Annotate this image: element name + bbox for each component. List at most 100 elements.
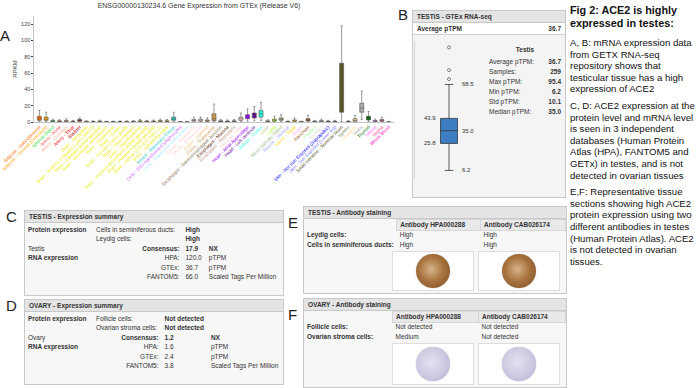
svg-text:Fallopian Tube: Fallopian Tube <box>218 124 243 149</box>
svg-text:Brain - Hippocampus: Brain - Hippocampus <box>102 124 136 158</box>
html-text:B: B <box>398 6 408 23</box>
html-text:Follicle cells:: Follicle cells: <box>96 314 133 322</box>
svg-text:Cells - Transformed fibroblast: Cells - Transformed fibroblasts <box>142 124 190 172</box>
svg-text:Minor Salivary Gland: Minor Salivary Gland <box>250 124 284 158</box>
svg-text:60: 60 <box>24 70 30 76</box>
svg-text:Skin - Not Sun Exposed (Suprap: Skin - Not Sun Exposed (Suprapubic) <box>273 124 331 182</box>
svg-text:Bladder: Bladder <box>67 124 82 139</box>
html-text:F: F <box>288 306 298 323</box>
svg-text:Lung: Lung <box>266 124 277 135</box>
svg-text:Heart - Left Ventricle: Heart - Left Ventricle <box>223 124 256 157</box>
svg-text:Brain - Caudate (basal ganglia: Brain - Caudate (basal ganglia) <box>54 124 103 173</box>
html-text:pTPM: pTPM <box>208 263 227 271</box>
svg-text:120: 120 <box>21 21 30 27</box>
html-text:D: D <box>6 297 17 314</box>
svg-text:40: 40 <box>24 86 30 92</box>
svg-text:Adipose - Subcutaneous: Adipose - Subcutaneous <box>3 124 42 163</box>
svg-text:100: 100 <box>21 37 30 43</box>
svg-text:Pancreas: Pancreas <box>293 124 311 142</box>
svg-text:Cervix - Ectocervix: Cervix - Ectocervix <box>166 124 197 155</box>
svg-text:Small Intestine - Terminal Ile: Small Intestine - Terminal Ileum <box>295 124 344 173</box>
svg-text:Esophagus - Gastroesophageal J: Esophagus - Gastroesophageal Junction <box>161 124 224 187</box>
svg-text:Artery - Tibial: Artery - Tibial <box>53 125 76 148</box>
html-text:Leydig cells:: Leydig cells: <box>307 230 347 238</box>
svg-text:Stomach: Stomach <box>341 124 358 141</box>
svg-text:0: 0 <box>27 119 30 125</box>
svg-text:Breast - Mammary Tissue: Breast - Mammary Tissue <box>135 124 176 165</box>
svg-text:A: A <box>0 27 10 44</box>
html-text:E: E <box>288 214 298 231</box>
svg-text:Thyroid: Thyroid <box>356 124 371 139</box>
svg-text:Prostate: Prostate <box>308 124 324 140</box>
svg-text:Spleen: Spleen <box>337 124 351 138</box>
html-text:Not detected: Not detected <box>164 314 204 322</box>
html-text:17.9: 17.9 <box>185 244 199 252</box>
html-text:Testis: Testis <box>28 244 45 252</box>
html-text:C: C <box>6 208 17 225</box>
html-text:36.7: 36.7 <box>185 263 199 271</box>
html-text:Consensus:: Consensus: <box>142 244 180 252</box>
svg-text:Ovary: Ovary <box>291 124 304 137</box>
html-text:E,F: Representative tissue sec: E,F: Representative tissue sections show… <box>570 186 694 267</box>
svg-text:Adipose - Visceral (Omentum): Adipose - Visceral (Omentum) <box>1 124 48 171</box>
html-text:NX: NX <box>210 333 220 341</box>
html-text:High: High <box>185 225 200 233</box>
svg-text:Brain - Spinal cord (cervical: Brain - Spinal cord (cervical c-1) <box>113 124 163 174</box>
svg-text:Liver: Liver <box>259 124 270 135</box>
html-text:Protein expression: Protein expression <box>28 225 87 233</box>
svg-text:Nerve - Tibial: Nerve - Tibial <box>274 125 297 148</box>
svg-text:6.2: 6.2 <box>462 167 471 173</box>
svg-text:Brain - Amygdala: Brain - Amygdala <box>60 124 89 153</box>
svg-text:Vagina: Vagina <box>371 124 385 138</box>
html-text:NX: NX <box>208 244 218 252</box>
svg-text:Brain - Substantia nigra: Brain - Substantia nigra <box>132 124 170 162</box>
svg-text:Brain - Cortex: Brain - Cortex <box>99 124 123 148</box>
svg-text:Cervix - Endocervix: Cervix - Endocervix <box>171 124 203 156</box>
html-text:C, D: ACE2 expression at the p: C, D: ACE2 expression at the protein lev… <box>570 100 695 181</box>
html-text:Cells in seminiferous ducts:: Cells in seminiferous ducts: <box>96 225 176 233</box>
html-text:Ovary: Ovary <box>28 333 46 341</box>
svg-text:Brain - Frontal Cortex (BA9): Brain - Frontal Cortex (BA9) <box>85 124 129 168</box>
svg-text:Uterus: Uterus <box>364 124 378 138</box>
svg-text:Brain - Cerebellum: Brain - Cerebellum <box>85 124 116 155</box>
html-text:2.4: 2.4 <box>164 352 174 360</box>
svg-text:Adrenal Gland: Adrenal Gland <box>31 124 56 149</box>
svg-text:Pituitary: Pituitary <box>302 124 318 140</box>
svg-text:Esophagus - Muscularis: Esophagus - Muscularis <box>198 124 237 163</box>
svg-text:Kidney - Cortex: Kidney - Cortex <box>237 124 263 150</box>
svg-text:Cells - EBV-transformed lympho: Cells - EBV-transformed lymphocytes <box>125 124 183 182</box>
svg-text:Heart - Atrial Appendage: Heart - Atrial Appendage <box>211 124 250 163</box>
svg-text:RPKM: RPKM <box>12 60 18 77</box>
html-text:Antibody CAB026174: Antibody CAB026174 <box>484 220 550 228</box>
svg-text:Brain - Cerebellar Hemisphere: Brain - Cerebellar Hemisphere <box>61 124 109 172</box>
svg-text:25.8: 25.8 <box>424 140 436 146</box>
svg-text:Esophagus - Mucosa: Esophagus - Mucosa <box>196 124 230 158</box>
html-text:GTEx:: GTEx: <box>161 263 180 271</box>
svg-text:Colon - Transverse: Colon - Transverse <box>185 124 216 155</box>
svg-text:Muscle - Skeletal: Muscle - Skeletal <box>262 125 290 153</box>
svg-text:ENSG00000130234.6 Gene Express: ENSG00000130234.6 Gene Expression from G… <box>98 2 301 10</box>
svg-text:Testis: Testis <box>352 124 364 136</box>
html-text:GTEx:: GTEx: <box>140 352 159 360</box>
svg-text:43.9: 43.9 <box>424 115 436 121</box>
svg-text:Brain - Hypothalamus: Brain - Hypothalamus <box>108 124 143 159</box>
html-text:Protein expression: Protein expression <box>28 314 87 322</box>
html-text:Consensus:: Consensus: <box>121 333 159 341</box>
html-text:1.2: 1.2 <box>164 333 174 341</box>
svg-text:Brain - Nucleus accumbens (bas: Brain - Nucleus accumbens (basal ganglia… <box>84 124 150 190</box>
svg-text:80: 80 <box>24 54 30 60</box>
svg-text:Brain - Putamen (basal ganglia: Brain - Putamen (basal ganglia) <box>107 124 157 174</box>
html-text:Antibody HPA000288: Antibody HPA000288 <box>400 220 466 228</box>
html-text:Fig 2: ACE2 is highly expresse: Fig 2: ACE2 is highly expressed in teste… <box>570 4 677 29</box>
svg-text:20: 20 <box>24 103 30 109</box>
html-text:pTPM: pTPM <box>210 352 229 360</box>
svg-text:Brain - Anterior cingulate cor: Brain - Anterior cingulate cortex (BA24) <box>36 124 96 184</box>
svg-text:Whole Blood: Whole Blood <box>369 124 391 146</box>
svg-text:Skin - Sun Exposed (Lower leg): Skin - Sun Exposed (Lower leg) <box>288 124 338 174</box>
svg-text:35.0: 35.0 <box>462 128 474 134</box>
html-text:A, B: mRNA expression data fro: A, B: mRNA expression data from GETX RNA… <box>570 37 692 95</box>
svg-text:Artery - Aorta: Artery - Aorta <box>39 124 62 147</box>
svg-text:Artery - Coronary: Artery - Coronary <box>40 124 69 153</box>
svg-text:Colon - Sigmoid: Colon - Sigmoid <box>183 124 210 151</box>
svg-text:68.5: 68.5 <box>462 81 474 87</box>
